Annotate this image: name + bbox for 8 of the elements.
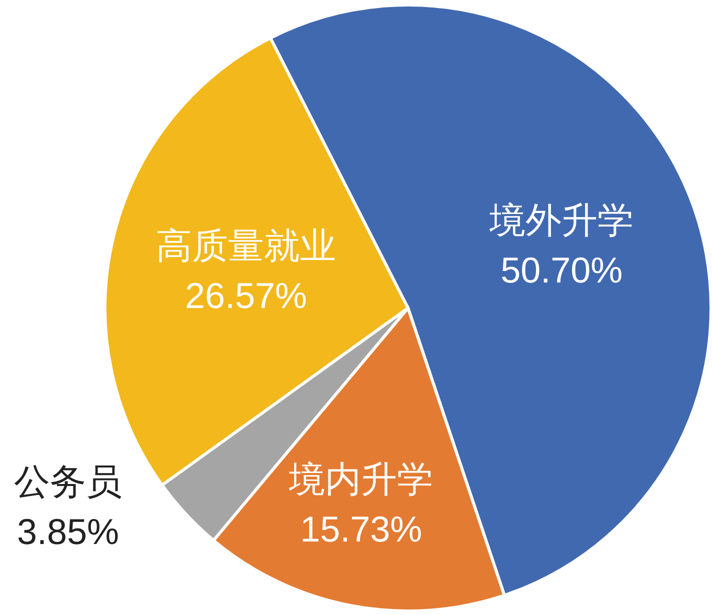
slice-label: 境外升学 bbox=[488, 199, 634, 240]
data-label: 26.57% bbox=[184, 274, 308, 316]
data-label: 15.73% bbox=[300, 508, 422, 550]
slice-label: 境内升学 bbox=[288, 458, 434, 500]
data-label: 3.85% bbox=[16, 511, 120, 552]
data-label: 50.70% bbox=[500, 249, 623, 290]
slice-label: 高质量就业 bbox=[156, 224, 336, 266]
slice-label: 公务员 bbox=[14, 461, 122, 502]
